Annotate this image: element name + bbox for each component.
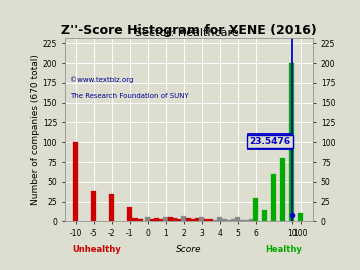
Bar: [176, 219, 181, 221]
Bar: [132, 218, 138, 221]
Text: ©www.textbiz.org: ©www.textbiz.org: [70, 76, 133, 83]
Bar: [194, 218, 199, 221]
Bar: [244, 220, 249, 221]
Bar: [203, 219, 208, 221]
Bar: [253, 198, 258, 221]
Bar: [235, 217, 240, 221]
Bar: [73, 142, 78, 221]
Text: Sector: Healthcare: Sector: Healthcare: [135, 28, 239, 38]
Bar: [109, 194, 114, 221]
Bar: [221, 219, 226, 221]
Bar: [150, 219, 154, 221]
Bar: [289, 63, 294, 221]
Bar: [138, 219, 143, 221]
Bar: [239, 220, 244, 221]
Bar: [271, 174, 276, 221]
Bar: [226, 220, 231, 221]
Bar: [158, 219, 163, 221]
Bar: [230, 219, 235, 221]
Bar: [145, 217, 150, 221]
Text: 23.5476: 23.5476: [249, 137, 291, 146]
Bar: [154, 218, 159, 221]
Bar: [91, 191, 96, 221]
Text: Healthy: Healthy: [265, 245, 302, 254]
Bar: [167, 217, 172, 221]
Bar: [212, 220, 217, 221]
Bar: [172, 218, 177, 221]
Bar: [262, 210, 267, 221]
Bar: [163, 217, 168, 221]
Bar: [208, 219, 213, 221]
Text: Score: Score: [176, 245, 202, 254]
Bar: [127, 207, 132, 221]
Bar: [248, 219, 253, 221]
Title: Z''-Score Histogram for XENE (2016): Z''-Score Histogram for XENE (2016): [61, 24, 317, 37]
Bar: [217, 217, 222, 221]
Bar: [185, 218, 190, 221]
Text: The Research Foundation of SUNY: The Research Foundation of SUNY: [70, 93, 189, 99]
Bar: [181, 216, 186, 221]
Bar: [298, 214, 303, 221]
Y-axis label: Number of companies (670 total): Number of companies (670 total): [31, 54, 40, 205]
Text: Unhealthy: Unhealthy: [73, 245, 121, 254]
Bar: [199, 217, 204, 221]
Bar: [190, 219, 195, 221]
Bar: [280, 158, 285, 221]
